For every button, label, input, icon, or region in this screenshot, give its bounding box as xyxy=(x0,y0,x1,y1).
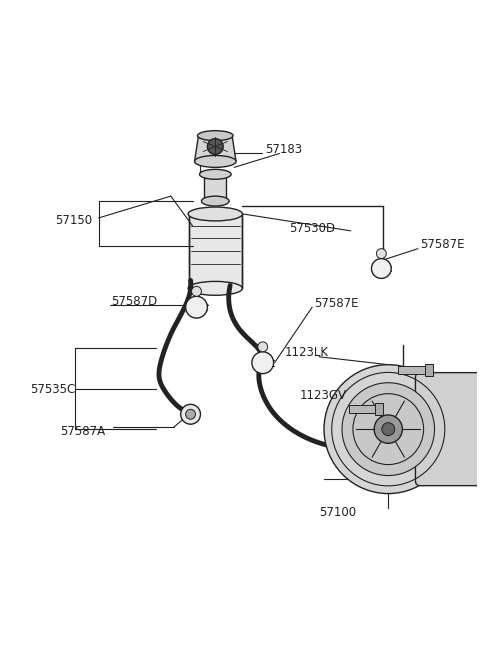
Text: 1123LK: 1123LK xyxy=(285,346,328,359)
Ellipse shape xyxy=(194,155,236,167)
Text: 57587D: 57587D xyxy=(111,295,158,308)
Circle shape xyxy=(376,249,386,258)
Circle shape xyxy=(186,297,207,318)
Ellipse shape xyxy=(202,196,229,206)
Circle shape xyxy=(372,258,391,278)
Text: 57100: 57100 xyxy=(319,506,356,519)
Bar xyxy=(204,171,226,201)
FancyBboxPatch shape xyxy=(416,373,480,485)
Circle shape xyxy=(382,422,395,436)
Circle shape xyxy=(374,415,402,443)
Text: 57183: 57183 xyxy=(264,143,302,156)
Circle shape xyxy=(186,409,195,419)
Text: 57587E: 57587E xyxy=(314,297,359,310)
Bar xyxy=(189,214,243,289)
Circle shape xyxy=(180,404,201,424)
Text: 57535C: 57535C xyxy=(30,383,76,396)
Circle shape xyxy=(252,352,274,374)
Text: 57150: 57150 xyxy=(55,215,92,228)
Ellipse shape xyxy=(200,169,231,179)
Polygon shape xyxy=(194,136,236,161)
Text: 57587A: 57587A xyxy=(60,424,105,438)
Ellipse shape xyxy=(197,131,233,140)
Circle shape xyxy=(324,365,453,493)
Bar xyxy=(425,363,433,376)
Bar xyxy=(398,365,428,374)
Bar xyxy=(349,405,378,413)
Circle shape xyxy=(207,138,223,154)
Circle shape xyxy=(258,342,268,352)
Text: 57530D: 57530D xyxy=(289,222,336,236)
Text: 57587E: 57587E xyxy=(420,238,464,251)
Circle shape xyxy=(342,382,434,476)
Circle shape xyxy=(192,287,202,297)
Text: 1123GV: 1123GV xyxy=(300,389,346,402)
Ellipse shape xyxy=(188,281,242,295)
Bar xyxy=(375,403,384,415)
Ellipse shape xyxy=(188,207,242,221)
